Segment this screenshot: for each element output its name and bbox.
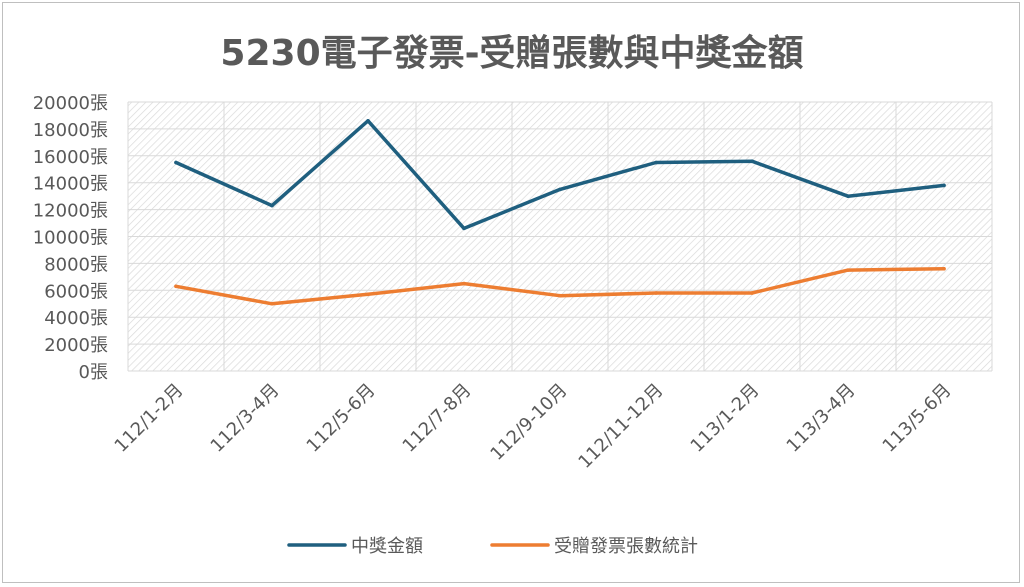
data-point-series-2: [846, 268, 850, 272]
y-tick-label: 18000張: [33, 120, 108, 141]
data-point-series-1: [942, 183, 946, 188]
y-tick-label: 2000張: [44, 335, 108, 356]
data-point-series-2: [366, 292, 370, 297]
y-tick-label: 10000張: [33, 228, 108, 249]
y-tick-label: 16000張: [33, 147, 108, 168]
data-point-series-1: [558, 187, 562, 192]
y-tick-label: 6000張: [44, 281, 108, 302]
legend: 中獎金額 受贈發票張數統計: [287, 536, 698, 557]
data-point-series-2: [654, 291, 658, 295]
y-tick-label: 20000張: [33, 93, 108, 114]
x-tick-label: 112/5-6月: [303, 380, 380, 457]
data-point-series-1: [846, 194, 850, 198]
y-tick-label: 12000張: [33, 201, 108, 222]
data-point-series-2: [558, 293, 562, 298]
x-tick-label: 112/11-12月: [574, 380, 667, 473]
plot-area: 0張 2000張 4000張 6000張 8000張 10000張 12000張 14000張…: [33, 93, 993, 473]
legend-label-2: 受贈發票張數統計: [554, 536, 698, 557]
data-point-series-1: [174, 160, 178, 165]
data-point-series-1: [270, 203, 274, 208]
data-point-series-1: [366, 119, 370, 123]
x-tick-label: 112/7-8月: [399, 380, 476, 457]
legend-label-1: 中獎金額: [351, 536, 423, 557]
data-point-series-2: [174, 284, 178, 289]
chart-title: 5230電子發票-受贈張數與中獎金額: [220, 32, 803, 74]
x-tick-label: 112/3-4月: [207, 380, 284, 457]
data-point-series-1: [750, 159, 754, 163]
x-tick-label: 113/3-4月: [783, 380, 860, 457]
y-tick-label: 8000張: [44, 254, 108, 275]
data-point-series-2: [462, 281, 466, 286]
data-point-series-1: [654, 160, 658, 165]
data-point-series-2: [270, 301, 274, 306]
data-point-series-1: [462, 226, 466, 231]
x-tick-label: 113/5-6月: [879, 380, 956, 457]
y-tick-label: 14000張: [33, 174, 108, 195]
x-tick-label: 112/1-2月: [111, 380, 188, 457]
x-tick-label: 112/9-10月: [486, 380, 571, 465]
y-tick-label: 0張: [79, 362, 108, 383]
x-tick-label: 113/1-2月: [687, 380, 764, 457]
data-point-series-2: [942, 266, 946, 271]
y-tick-label: 4000張: [44, 308, 108, 329]
data-point-series-2: [750, 291, 754, 295]
